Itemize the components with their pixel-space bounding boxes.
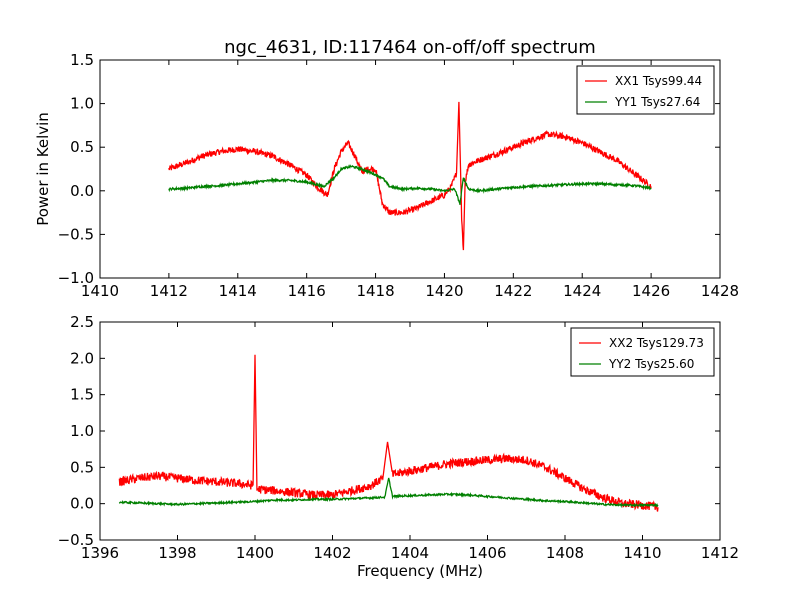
x-tick-label: 1426 [632,282,670,300]
chart-title: ngc_4631, ID:117464 on-off/off spectrum [224,37,596,58]
y-axis-label: Power in Kelvin [34,112,52,226]
y-tick-label: 1.5 [70,386,94,404]
bottom-series-line-0 [118,354,659,512]
top-series-line-0 [168,101,652,251]
x-tick-label: 1414 [219,282,257,300]
x-tick-label: 1412 [150,282,188,300]
bottom-panel: 1396 1398 1400 1402 1404 1406 1408 1410 1412 −0.5… [58,313,740,580]
y-tick-label: 0.5 [70,458,94,476]
x-tick-label: 1410 [81,282,119,300]
y-tick-label: −0.5 [58,531,94,549]
y-tick-label: 2.0 [70,349,94,367]
x-tick-label: 1400 [236,544,274,562]
legend-label: YY1 Tsys27.64 [614,95,700,109]
y-tick-label: 1.5 [70,51,94,69]
legend-box [576,65,715,115]
y-tick-label: 1.0 [70,422,94,440]
y-tick-label: 1.0 [70,95,94,113]
x-axis-label: Frequency (MHz) [357,562,483,580]
legend-label: YY2 Tsys25.60 [608,357,694,371]
y-tick-label: 0.0 [70,182,94,200]
x-tick-label: 1404 [391,544,429,562]
y-tick-label: 0.5 [70,138,94,156]
x-tick-label: 1428 [701,282,739,300]
x-tick-label: 1420 [425,282,463,300]
x-tick-label: 1408 [546,544,584,562]
top-series-line-1 [168,163,652,205]
y-tick-label: −1.0 [58,269,94,287]
legend-label: XX2 Tsys129.73 [609,336,704,350]
y-tick-label: 2.5 [70,313,94,331]
bottom-series-line-1 [118,477,659,509]
x-tick-label: 1418 [356,282,394,300]
y-tick-label: 0.0 [70,495,94,513]
legend: XX1 Tsys99.44 YY1 Tsys27.64 [576,65,715,115]
x-tick-label: 1396 [81,544,119,562]
plot-frame [99,59,721,279]
x-tick-label: 1406 [468,544,506,562]
y-tick-label: −0.5 [58,225,94,243]
top-panel: 1410 1412 1414 1416 1418 1420 1422 1424 1426 1428… [34,51,739,300]
legend: XX2 Tsys129.73 YY2 Tsys25.60 [570,327,715,377]
x-tick-label: 1416 [288,282,326,300]
x-tick-label: 1424 [563,282,601,300]
x-tick-label: 1398 [158,544,196,562]
x-tick-label: 1410 [623,544,661,562]
legend-label: XX1 Tsys99.44 [615,74,702,88]
legend-box [570,327,715,377]
x-tick-label: 1422 [494,282,532,300]
x-tick-label: 1402 [313,544,351,562]
x-tick-label: 1412 [701,544,739,562]
